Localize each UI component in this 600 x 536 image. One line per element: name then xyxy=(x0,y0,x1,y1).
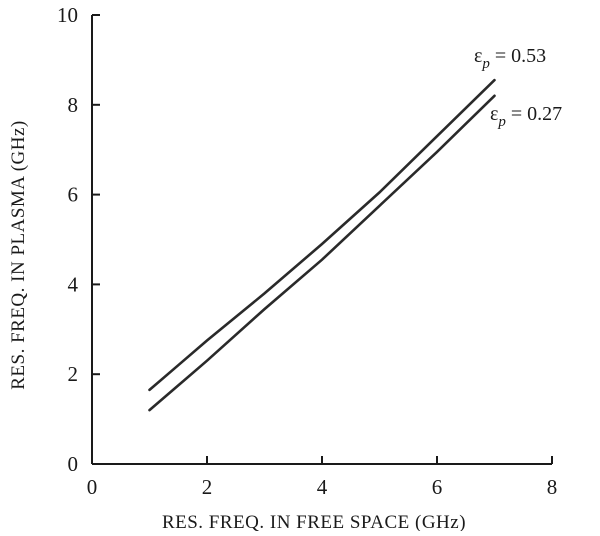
axes xyxy=(91,15,552,465)
y-tick-label-1: 2 xyxy=(68,362,79,386)
x-tick-label-2: 4 xyxy=(317,475,328,499)
x-ticks: 0 2 4 6 8 xyxy=(87,456,558,499)
x-tick-label-1: 2 xyxy=(202,475,213,499)
legend-entry-0: εp = 0.53 xyxy=(474,45,546,72)
x-tick-label-4: 8 xyxy=(547,475,558,499)
y-tick-label-5: 10 xyxy=(57,3,78,27)
series-layer xyxy=(148,78,496,412)
y-tick-label-3: 6 xyxy=(68,183,79,207)
legend-1-text: = 0.27 xyxy=(506,103,562,125)
legend-1-subscript: p xyxy=(497,114,506,130)
y-tick-label-0: 0 xyxy=(68,452,79,476)
legend-0-symbol: ε xyxy=(474,45,482,67)
x-tick-label-3: 6 xyxy=(432,475,443,499)
y-tick-label-4: 8 xyxy=(68,93,79,117)
y-ticks: 0 2 4 6 8 10 xyxy=(57,3,100,476)
x-tick-label-0: 0 xyxy=(87,475,98,499)
x-axis-label: RES. FREQ. IN FREE SPACE (GHz) xyxy=(162,512,466,531)
series-line-1 xyxy=(148,94,496,412)
series-line-0 xyxy=(148,78,496,392)
y-axis-label: RES. FREQ. IN PLASMA (GHz) xyxy=(8,120,29,390)
y-tick-label-2: 4 xyxy=(68,272,79,296)
legend-entry-1: εp = 0.27 xyxy=(490,103,562,130)
legend-0-text: = 0.53 xyxy=(490,45,546,67)
legend-1-symbol: ε xyxy=(490,103,498,125)
legend: εp = 0.53 εp = 0.27 xyxy=(474,45,562,130)
legend-0-subscript: p xyxy=(481,56,490,72)
